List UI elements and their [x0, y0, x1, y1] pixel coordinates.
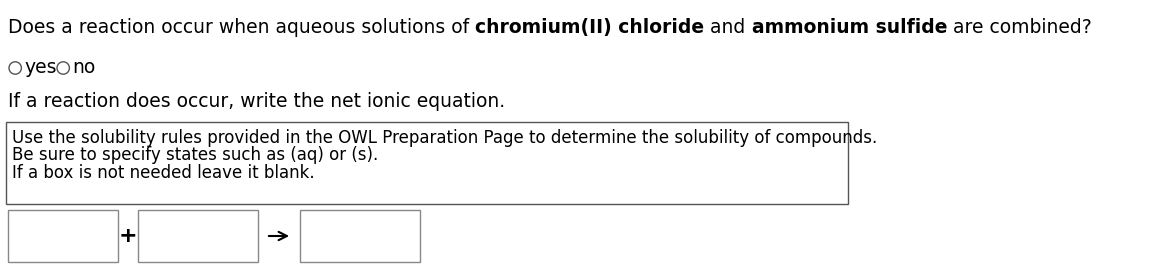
Text: If a reaction does occur, write the net ionic equation.: If a reaction does occur, write the net … — [8, 92, 505, 111]
FancyBboxPatch shape — [300, 210, 420, 262]
Text: no: no — [73, 58, 96, 77]
Text: If a box is not needed leave it blank.: If a box is not needed leave it blank. — [12, 164, 315, 182]
Text: Does a reaction occur when aqueous solutions of: Does a reaction occur when aqueous solut… — [8, 18, 475, 37]
Text: chromium(II) chloride: chromium(II) chloride — [475, 18, 704, 37]
Text: are combined?: are combined? — [947, 18, 1092, 37]
FancyBboxPatch shape — [8, 210, 118, 262]
FancyBboxPatch shape — [138, 210, 258, 262]
Text: Use the solubility rules provided in the OWL Preparation Page to determine the s: Use the solubility rules provided in the… — [12, 129, 877, 147]
FancyBboxPatch shape — [6, 122, 847, 204]
Text: ammonium sulfide: ammonium sulfide — [752, 18, 947, 37]
Text: +: + — [119, 226, 137, 246]
Text: yes: yes — [24, 58, 56, 77]
Text: Be sure to specify states such as (aq) or (s).: Be sure to specify states such as (aq) o… — [12, 147, 378, 165]
Text: and: and — [704, 18, 752, 37]
